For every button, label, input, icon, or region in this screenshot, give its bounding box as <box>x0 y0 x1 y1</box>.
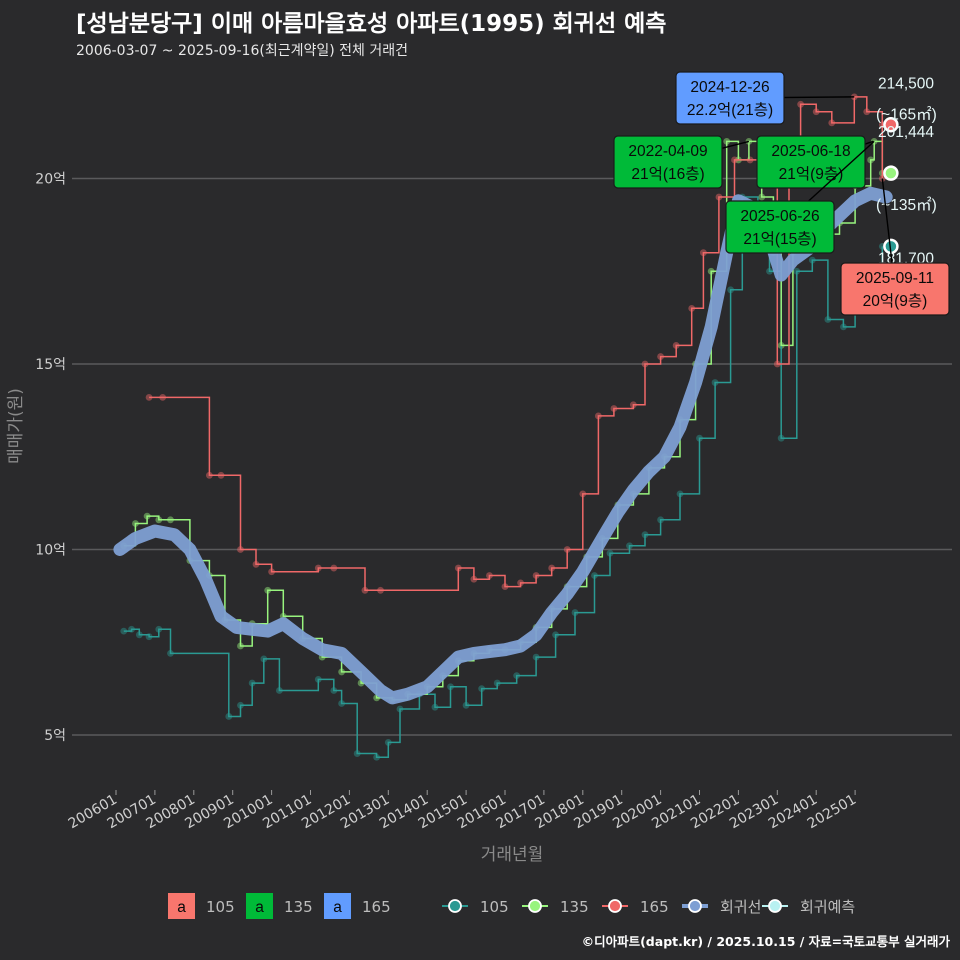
point-165-0 <box>145 393 153 401</box>
y-tick-label-0: 5억 <box>44 728 66 744</box>
prediction-marker-165 <box>883 116 899 133</box>
annotation-date-0: 2024-12-26 <box>690 79 769 96</box>
y-axis-title: 매매가(원) <box>6 388 26 464</box>
x-axis-title: 거래년월 <box>481 845 544 865</box>
point-105-0 <box>120 627 128 635</box>
prediction-marker-135 <box>883 165 899 181</box>
legend-label-key-1 <box>246 893 273 919</box>
legend-line-name-2: 165 <box>640 898 669 916</box>
source-caption: ©디아파트(dapt.kr) / 2025.10.15 / 자료=국토교통부 실… <box>581 934 950 949</box>
legend-line-marker-0 <box>448 899 462 913</box>
series-line-105 <box>123 196 884 759</box>
annotation-text-0: 22.2억(21층) <box>687 101 773 119</box>
legend-line-name-4: 회귀예측 <box>800 898 855 916</box>
prediction-value-165: 214,500 <box>878 76 934 93</box>
legend-label-name-2: 165 <box>362 898 391 916</box>
legend-label-name-1: 135 <box>284 898 313 916</box>
prediction-markers: 214,500(~165㎡)201,444(~135㎡)181,700 <box>876 76 937 268</box>
legend-line-marker-2 <box>608 899 622 913</box>
legend-line-marker-1 <box>528 899 542 913</box>
legend-label-key-0 <box>168 893 195 919</box>
annotation-text-3: 21억(15층) <box>743 230 816 248</box>
annotation-date-2: 2025-06-18 <box>771 143 850 160</box>
legend-label-key-2 <box>324 893 351 919</box>
annotation-box-4 <box>840 262 950 316</box>
series-lines <box>123 96 884 759</box>
y-tick-label-3: 20억 <box>35 172 66 188</box>
legend-line-name-1: 135 <box>560 898 589 916</box>
legend-label-key-letter-0: a <box>177 899 186 916</box>
annotation-labels: 2024-12-26 22.2억(21층) 2022-04-09 21억(16층) 20… <box>613 71 950 316</box>
scatter-points <box>120 93 886 761</box>
legend-line-marker-3 <box>688 899 702 913</box>
axes: 5억10억15억20억20060120070120080120090120100… <box>6 172 859 866</box>
prediction-unit-135: (~135㎡) <box>876 196 937 214</box>
annotation-text-1: 21억(16층) <box>631 165 704 183</box>
legend-line-marker-4 <box>768 899 782 913</box>
annotation-box-1 <box>613 135 723 189</box>
annotation-box-3 <box>725 200 835 254</box>
annotation-date-4: 2025-09-11 <box>856 270 934 287</box>
annotation-date-1: 2022-04-09 <box>628 143 707 160</box>
legend-label-key-letter-1: a <box>255 899 264 916</box>
legend-label-name-0: 105 <box>206 898 235 916</box>
annotation-date-3: 2025-06-26 <box>740 208 819 225</box>
legend-line-name-3: 회귀선 <box>720 898 761 916</box>
annotation-box-0 <box>675 71 785 125</box>
legend-line-name-0: 105 <box>480 898 509 916</box>
y-tick-label-2: 15억 <box>35 357 66 373</box>
legend: a 105 a 135 a 165 105 135 165 회귀선 회귀예측 <box>168 893 855 919</box>
prediction-value-135: 201,444 <box>878 124 934 141</box>
prediction-unit-165: (~165㎡) <box>876 106 937 124</box>
y-tick-label-1: 10억 <box>35 543 66 559</box>
legend-label-key-letter-2: a <box>333 899 342 916</box>
annotation-text-2: 21억(9층) <box>779 165 844 183</box>
annotation-text-4: 20억(9층) <box>863 292 928 310</box>
chart-title: [성남분당구] 이매 아름마을효성 아파트(1995) 회귀선 예측 <box>76 11 667 37</box>
chart-subtitle: 2006-03-07 ~ 2025-09-16(최근계약일) 전체 거래건 <box>76 43 408 59</box>
